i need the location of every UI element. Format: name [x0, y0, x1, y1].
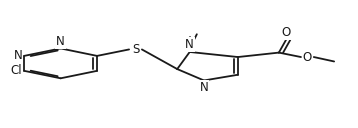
Text: O: O — [303, 51, 312, 63]
Text: N: N — [185, 38, 194, 51]
Text: N: N — [200, 81, 208, 94]
Text: N: N — [56, 35, 65, 48]
Text: Cl: Cl — [11, 64, 23, 77]
Text: O: O — [281, 26, 291, 39]
Text: S: S — [132, 43, 139, 56]
Text: N: N — [14, 49, 23, 62]
